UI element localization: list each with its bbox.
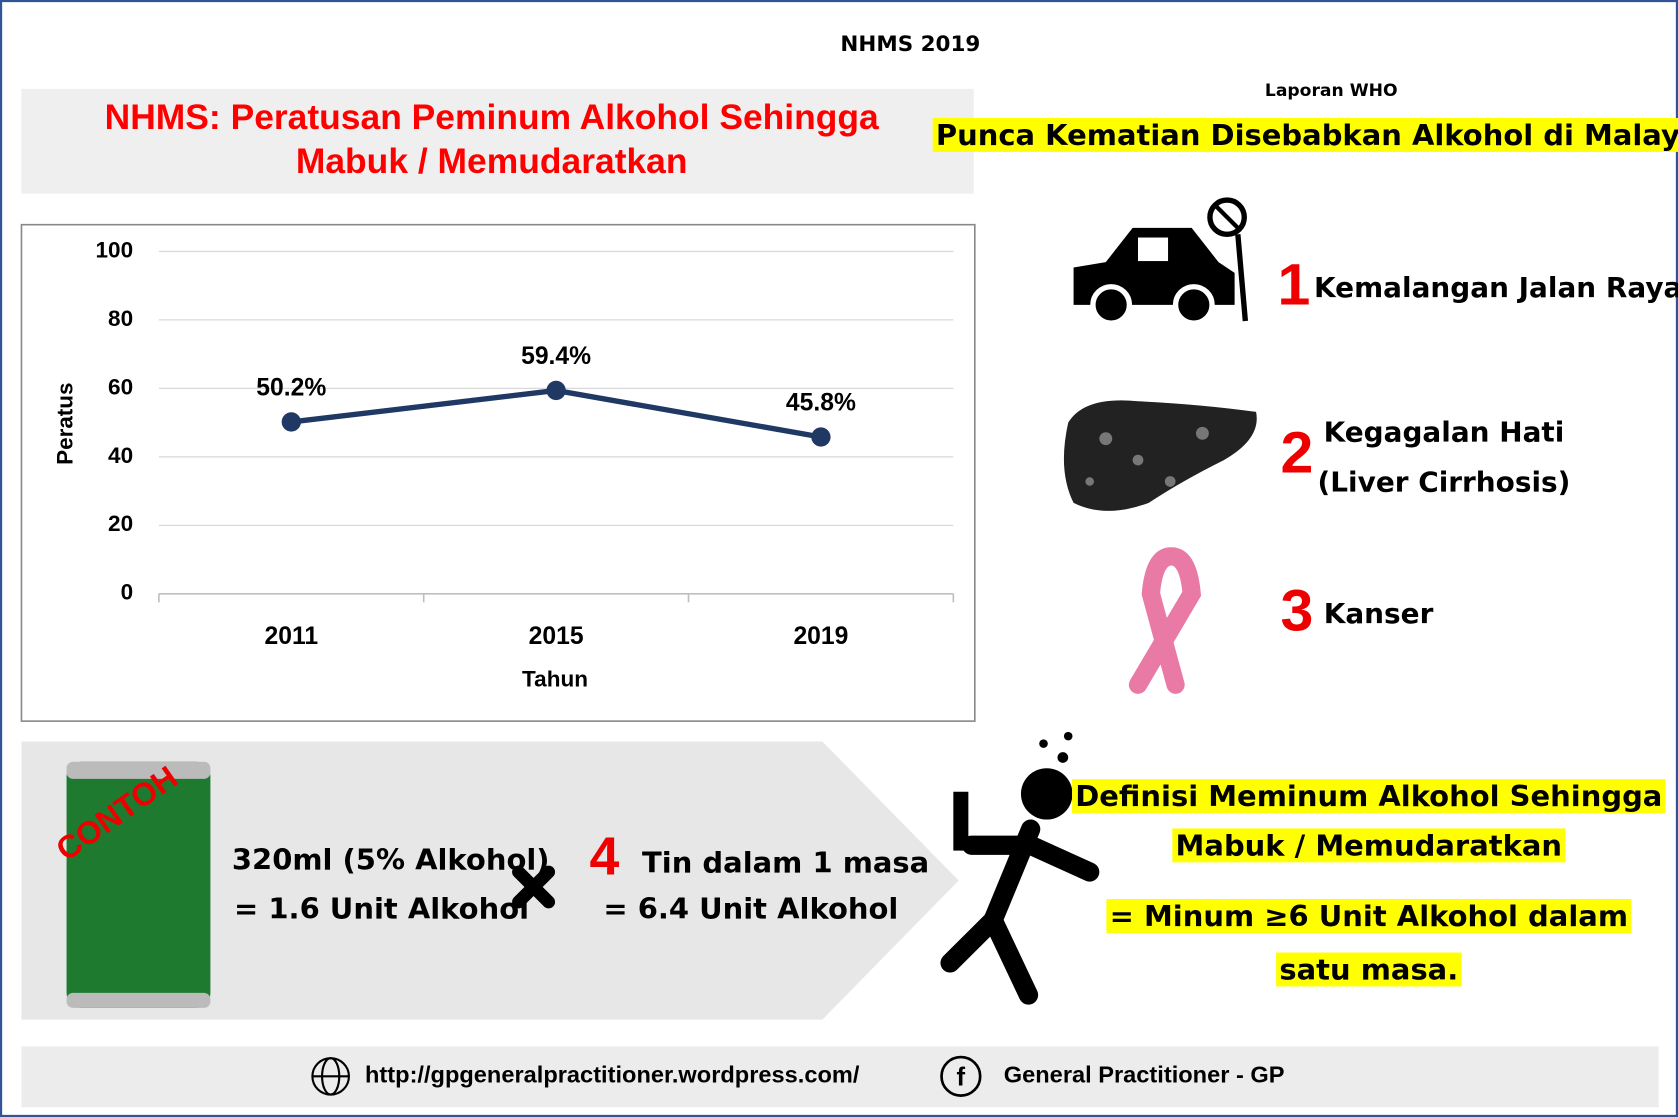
value-label: 59.4%	[521, 343, 591, 370]
facebook-icon: f	[940, 1055, 982, 1097]
cause-rank: 3	[1280, 579, 1313, 644]
cause-label: Kegagalan Hati	[1324, 415, 1565, 448]
highlight	[1172, 828, 1566, 863]
value-label: 45.8%	[786, 389, 856, 416]
definition-title: Definisi Meminum Alkohol Sehingga	[1075, 779, 1662, 813]
highlight	[1106, 899, 1632, 933]
highlight	[1276, 952, 1462, 987]
who-title: Punca Kematian Disebabkan Alkohol di Mal…	[936, 118, 1678, 152]
cause-label: Kemalangan Jalan Raya	[1314, 271, 1678, 304]
globe-icon	[311, 1057, 350, 1096]
svg-text:f: f	[957, 1063, 966, 1091]
point	[546, 380, 566, 401]
who-source: Laporan WHO	[1265, 81, 1398, 101]
car-icon	[1073, 197, 1249, 326]
example-text: 320ml (5% Alkohol)	[232, 842, 550, 876]
example-count: 4	[589, 826, 619, 886]
definition-title: Mabuk / Memudaratkan	[1176, 828, 1562, 862]
liver-icon	[1063, 400, 1257, 511]
who-title-group: Punca Kematian Disebabkan Alkohol di Mal…	[932, 117, 1678, 152]
cause-label: (Liver Cirrhosis)	[1318, 466, 1571, 499]
chart-title: Mabuk / Memudaratkan	[296, 142, 688, 181]
x-tick-label: 2015	[529, 623, 584, 650]
footer-page[interactable]: General Practitioner - GP	[1004, 1062, 1285, 1088]
cause-rank: 2	[1280, 420, 1313, 485]
definition-group: Definisi Meminum Alkohol Sehingga Mabuk …	[1072, 779, 1666, 987]
footer-bar	[21, 1046, 1659, 1108]
can-icon	[66, 761, 211, 1008]
y-tick-label: 0	[121, 580, 134, 605]
y-tick-label: 60	[108, 374, 133, 399]
example-text: = 1.6 Unit Alkohol	[234, 892, 529, 926]
chart-frame	[20, 223, 976, 722]
y-tick-label: 40	[108, 443, 133, 468]
cause-rank: 1	[1278, 253, 1311, 318]
chart-title: NHMS: Peratusan Peminum Alkohol Sehingga	[105, 98, 879, 137]
point	[281, 412, 301, 432]
value-label: 50.2%	[256, 374, 326, 401]
y-tick-label: 20	[108, 511, 133, 536]
person-icon	[940, 731, 1100, 1005]
x-tick-label: 2011	[265, 623, 319, 650]
example-box	[21, 741, 959, 1020]
cause-label: Kanser	[1324, 597, 1434, 630]
example-text: = 6.4 Unit Alkohol	[603, 892, 898, 926]
definition-rule: satu masa.	[1279, 953, 1458, 987]
source-label: NHMS 2019	[840, 32, 980, 57]
line-chart: 0 20 40 60 80 100 2011 2015 2019 50.2% 59.4% 45.8%	[96, 237, 955, 650]
y-tick-label: 80	[108, 306, 133, 331]
y-tick-label: 100	[96, 237, 134, 262]
x-tick-label: 2019	[793, 623, 848, 650]
ribbon-icon	[1128, 547, 1202, 694]
point	[811, 427, 831, 447]
footer-url[interactable]: http://gpgeneralpractitioner.wordpress.c…	[365, 1062, 860, 1088]
multiply-icon	[512, 865, 556, 909]
highlight	[1072, 779, 1666, 814]
y-axis-label: Peratus	[52, 382, 77, 464]
example-text: Tin dalam 1 masa	[642, 846, 929, 880]
highlight	[932, 117, 1678, 152]
x-axis-label: Tahun	[522, 666, 588, 691]
title-box	[21, 88, 974, 194]
definition-rule: = Minum ≥6 Unit Alkohol dalam	[1110, 899, 1628, 933]
